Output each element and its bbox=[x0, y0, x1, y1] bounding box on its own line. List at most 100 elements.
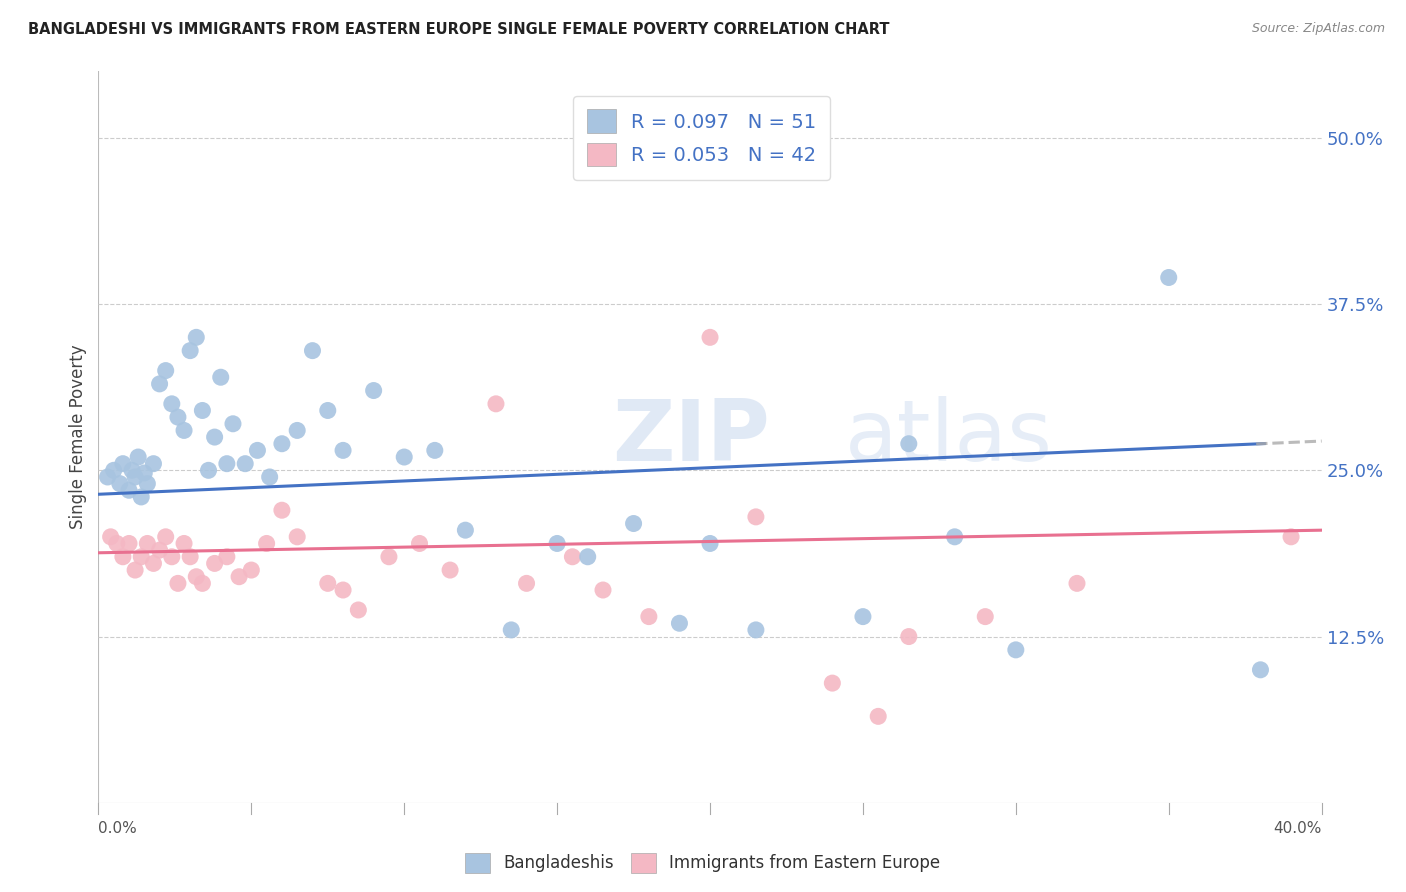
Point bbox=[316, 403, 339, 417]
Point bbox=[897, 630, 920, 644]
Point bbox=[301, 343, 323, 358]
Point bbox=[1279, 530, 1302, 544]
Point bbox=[134, 466, 156, 480]
Point bbox=[103, 463, 125, 477]
Point bbox=[111, 549, 134, 564]
Point bbox=[160, 397, 183, 411]
Point bbox=[167, 576, 190, 591]
Point bbox=[186, 570, 208, 584]
Point bbox=[222, 417, 245, 431]
Point bbox=[233, 457, 256, 471]
Point bbox=[637, 609, 661, 624]
Point bbox=[149, 543, 172, 558]
Point bbox=[897, 436, 920, 450]
Point bbox=[745, 623, 768, 637]
Text: atlas: atlas bbox=[845, 395, 1053, 479]
Point bbox=[270, 436, 292, 450]
Point bbox=[1004, 643, 1026, 657]
Point bbox=[285, 424, 308, 438]
Point bbox=[806, 144, 828, 158]
Point bbox=[215, 549, 238, 564]
Point bbox=[129, 490, 152, 504]
Point bbox=[1249, 663, 1271, 677]
Point bbox=[246, 443, 269, 458]
Point bbox=[124, 563, 146, 577]
Point bbox=[516, 576, 538, 591]
Point bbox=[623, 516, 645, 531]
Point bbox=[240, 563, 263, 577]
Point bbox=[124, 470, 146, 484]
Point bbox=[316, 576, 339, 591]
Point bbox=[204, 557, 226, 571]
Text: 0.0%: 0.0% bbox=[98, 821, 138, 836]
Point bbox=[668, 616, 690, 631]
Point bbox=[173, 536, 195, 550]
Point bbox=[347, 603, 370, 617]
Point bbox=[592, 582, 614, 597]
Point bbox=[332, 582, 354, 597]
Legend: Bangladeshis, Immigrants from Eastern Europe: Bangladeshis, Immigrants from Eastern Eu… bbox=[458, 847, 948, 880]
Point bbox=[179, 549, 201, 564]
Point bbox=[108, 476, 131, 491]
Point bbox=[423, 443, 446, 458]
Point bbox=[485, 397, 508, 411]
Point bbox=[259, 470, 281, 484]
Point bbox=[105, 536, 128, 550]
Point bbox=[332, 443, 354, 458]
Point bbox=[100, 530, 122, 544]
Point bbox=[160, 549, 183, 564]
Point bbox=[149, 376, 172, 391]
Point bbox=[97, 470, 120, 484]
Text: ZIP: ZIP bbox=[612, 395, 770, 479]
Point bbox=[852, 609, 875, 624]
Point bbox=[943, 530, 966, 544]
Point bbox=[111, 457, 134, 471]
Point bbox=[408, 536, 430, 550]
Point bbox=[142, 457, 165, 471]
Point bbox=[821, 676, 844, 690]
Point bbox=[454, 523, 477, 537]
Point bbox=[699, 536, 721, 550]
Point bbox=[215, 457, 238, 471]
Point bbox=[501, 623, 523, 637]
Point bbox=[974, 609, 997, 624]
Point bbox=[363, 384, 385, 398]
Point bbox=[745, 509, 768, 524]
Point bbox=[197, 463, 219, 477]
Point bbox=[1066, 576, 1088, 591]
Text: 40.0%: 40.0% bbox=[1274, 821, 1322, 836]
Point bbox=[121, 463, 143, 477]
Point bbox=[191, 403, 214, 417]
Point bbox=[155, 363, 177, 377]
Y-axis label: Single Female Poverty: Single Female Poverty bbox=[69, 345, 87, 529]
Point bbox=[136, 536, 159, 550]
Point bbox=[228, 570, 250, 584]
Point bbox=[561, 549, 583, 564]
Point bbox=[136, 476, 159, 491]
Point bbox=[285, 530, 308, 544]
Point bbox=[439, 563, 461, 577]
Point bbox=[118, 536, 141, 550]
Point bbox=[179, 343, 201, 358]
Point bbox=[191, 576, 214, 591]
Point bbox=[1157, 270, 1180, 285]
Point bbox=[868, 709, 890, 723]
Point bbox=[167, 410, 190, 425]
Point bbox=[129, 549, 152, 564]
Point bbox=[186, 330, 208, 344]
Point bbox=[576, 549, 599, 564]
Point bbox=[699, 330, 721, 344]
Text: Source: ZipAtlas.com: Source: ZipAtlas.com bbox=[1251, 22, 1385, 36]
Point bbox=[155, 530, 177, 544]
Point bbox=[270, 503, 292, 517]
Point bbox=[204, 430, 226, 444]
Point bbox=[118, 483, 141, 498]
Legend: R = 0.097   N = 51, R = 0.053   N = 42: R = 0.097 N = 51, R = 0.053 N = 42 bbox=[574, 95, 830, 180]
Point bbox=[209, 370, 232, 384]
Point bbox=[127, 450, 149, 464]
Point bbox=[142, 557, 165, 571]
Text: BANGLADESHI VS IMMIGRANTS FROM EASTERN EUROPE SINGLE FEMALE POVERTY CORRELATION : BANGLADESHI VS IMMIGRANTS FROM EASTERN E… bbox=[28, 22, 890, 37]
Point bbox=[378, 549, 401, 564]
Point bbox=[256, 536, 278, 550]
Point bbox=[546, 536, 568, 550]
